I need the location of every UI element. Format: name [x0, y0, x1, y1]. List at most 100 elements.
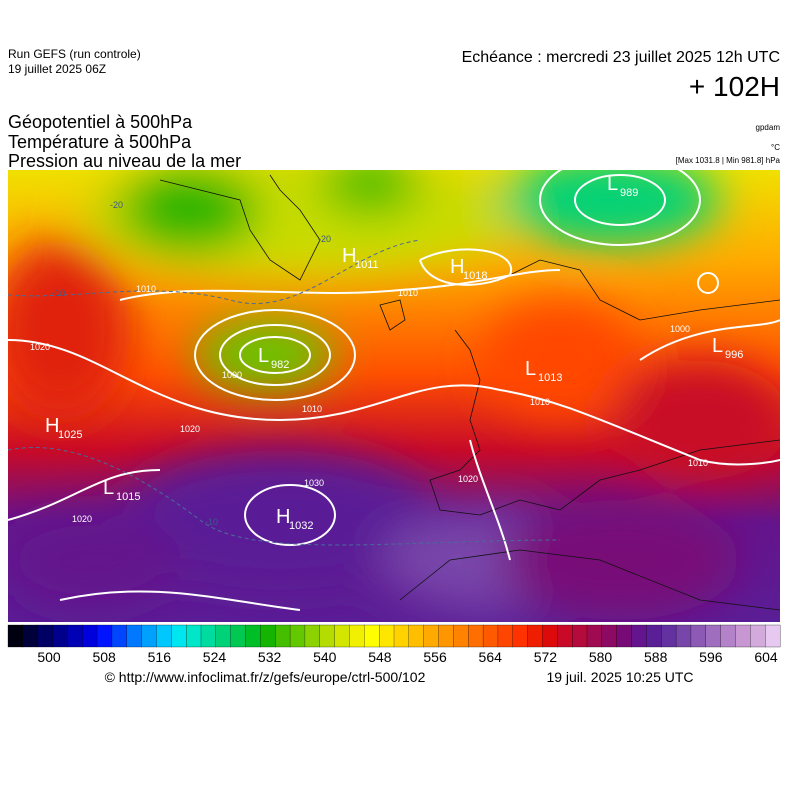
run-name: Run GEFS (run controle): [8, 47, 141, 61]
colorbar-swatch: [408, 624, 425, 648]
colorbar-swatch: [468, 624, 484, 648]
colorbar-swatch: [245, 624, 261, 648]
center-value: 1018: [463, 270, 487, 282]
issued: 19 juil. 2025 10:25 UTC: [546, 669, 693, 685]
center-letter: H: [342, 245, 356, 267]
center-value: 1011: [355, 259, 379, 271]
isotherms: [8, 239, 561, 546]
colorbar-swatch: [215, 624, 232, 648]
title: Géopotentiel à 500hPa: [8, 112, 193, 132]
colorbar-tick-label: 564: [479, 649, 503, 665]
center-letter: H: [45, 415, 59, 437]
colorbar-swatch: [379, 624, 395, 648]
title: Température à 500hPa: [8, 132, 192, 152]
center-value: 1025: [58, 429, 82, 441]
center-letter: H: [450, 256, 464, 278]
colorbar-tick-label: 580: [589, 649, 613, 665]
colorbar-swatch: [661, 624, 677, 648]
colorbar-swatch: [765, 624, 781, 648]
isoline-label: -10: [205, 517, 218, 527]
colorbar-swatch: [275, 624, 291, 648]
colorbar-swatch: [601, 624, 618, 648]
center-letter: L: [258, 345, 269, 367]
colorbar-tick-label: 540: [313, 649, 337, 665]
colorbar-swatch: [482, 624, 499, 648]
colorbar-swatch: [141, 624, 157, 648]
colorbar-swatch: [512, 624, 529, 648]
colorbar-tick-label: 596: [699, 649, 723, 665]
coastlines: [159, 174, 780, 611]
center-value: 1032: [289, 520, 313, 532]
isoline-label: 1030: [304, 478, 324, 488]
center-value: 1013: [538, 372, 562, 384]
colorbar-swatch: [186, 624, 202, 648]
colorbar-swatch: [586, 624, 603, 648]
colorbar-swatch: [572, 624, 588, 648]
center-value: 996: [725, 349, 743, 361]
colorbar-swatch: [96, 624, 113, 648]
colorbar-swatch: [7, 624, 24, 648]
colorbar-swatch: [705, 624, 722, 648]
isoline-label: 1020: [458, 474, 478, 484]
isoline-label: -20: [318, 234, 331, 244]
colorbar-swatch: [393, 624, 410, 648]
isoline-label: 1020: [30, 342, 50, 352]
isoline-label: 1020: [180, 424, 200, 434]
colorbar-swatch: [527, 624, 543, 648]
isoline-label: 1000: [670, 324, 690, 334]
colorbar-swatch: [423, 624, 439, 648]
center-letter: L: [712, 335, 723, 357]
unit: gpdam: [756, 123, 781, 132]
center-letter: L: [525, 358, 536, 380]
colorbar-swatch: [349, 624, 365, 648]
colorbar-swatch: [646, 624, 662, 648]
unit: [Max 1031.8 | Min 981.8] hPa: [676, 156, 781, 165]
colorbar-swatch: [22, 624, 39, 648]
center-value: 1015: [116, 491, 140, 503]
colorbar-swatch: [82, 624, 98, 648]
colorbar-swatch: [557, 624, 573, 648]
center-value: 989: [620, 187, 638, 199]
colorbar-tick-label: 548: [368, 649, 392, 665]
colorbar-swatch: [289, 624, 306, 648]
colorbar-swatch: [631, 624, 647, 648]
colorbar-swatch: [453, 624, 469, 648]
isoline-label: 1010: [398, 288, 418, 298]
isoline-label: 1010: [136, 284, 156, 294]
isoline-label: 1010: [530, 397, 550, 407]
isoline-label: 1010: [688, 458, 708, 468]
colorbar-tick-label: 508: [92, 649, 116, 665]
colorbar-swatch: [542, 624, 558, 648]
colorbar-swatch: [438, 624, 454, 648]
colorbar-swatch: [690, 624, 707, 648]
colorbar-tick-label: 524: [203, 649, 227, 665]
colorbar-swatch: [304, 624, 321, 648]
colorbar-swatch: [230, 624, 246, 648]
colorbar-swatch: [319, 624, 336, 648]
colorbar-tick-label: 604: [754, 649, 778, 665]
title: Pression au niveau de la mer: [8, 151, 241, 171]
colorbar-swatch: [616, 624, 632, 648]
center-letter: L: [607, 173, 618, 195]
isoline-label: -20: [110, 200, 123, 210]
colorbar-swatch: [497, 624, 514, 648]
colorbar-swatch: [200, 624, 217, 648]
colorbar-swatch: [334, 624, 350, 648]
colorbar-tick-label: 532: [258, 649, 282, 665]
colorbar-tick-label: 572: [534, 649, 558, 665]
colorbar-swatch: [52, 624, 68, 648]
colorbar-tick-label: 500: [37, 649, 61, 665]
colorbar: 500 508 516 524 532 540 548 556 564 572 580 588 596 6…: [7, 624, 781, 665]
source: © http://www.infoclimat.fr/z/gefs/europe…: [105, 669, 426, 685]
colorbar-swatch: [37, 624, 53, 648]
colorbar-swatch: [260, 624, 276, 648]
colorbar-swatch: [364, 624, 380, 648]
center-letter: L: [103, 477, 114, 499]
colorbar-swatch: [735, 624, 751, 648]
colorbar-swatch: [67, 624, 83, 648]
colorbar-tick-label: 588: [644, 649, 668, 665]
